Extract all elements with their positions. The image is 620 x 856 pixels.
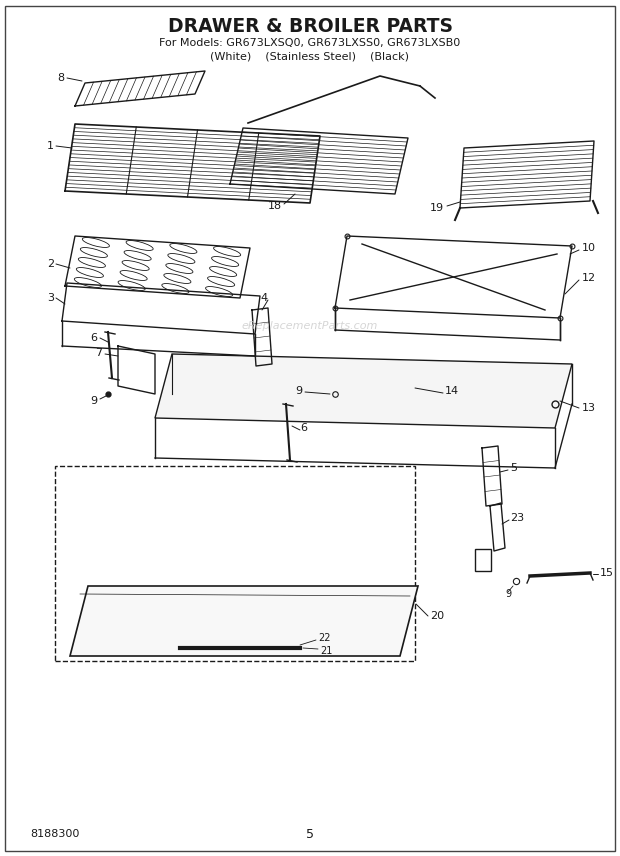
Text: 19: 19 xyxy=(430,203,444,213)
Text: 2: 2 xyxy=(47,259,54,269)
Text: 8: 8 xyxy=(57,73,64,83)
Text: 9: 9 xyxy=(295,386,302,396)
Text: 1: 1 xyxy=(47,141,54,151)
Bar xyxy=(475,549,491,571)
Polygon shape xyxy=(155,354,572,428)
Polygon shape xyxy=(70,586,418,656)
Text: 7: 7 xyxy=(95,348,102,358)
Text: 9: 9 xyxy=(505,589,511,599)
Text: 12: 12 xyxy=(582,273,596,283)
Text: 15: 15 xyxy=(600,568,614,578)
Text: 18: 18 xyxy=(268,201,282,211)
Text: 3: 3 xyxy=(47,293,54,303)
Text: (White)    (Stainless Steel)    (Black): (White) (Stainless Steel) (Black) xyxy=(211,51,409,61)
Text: 4: 4 xyxy=(260,293,267,303)
Text: 22: 22 xyxy=(318,633,330,643)
Text: For Models: GR673LXSQ0, GR673LXSS0, GR673LXSB0: For Models: GR673LXSQ0, GR673LXSS0, GR67… xyxy=(159,38,461,48)
Text: 23: 23 xyxy=(510,513,524,523)
Text: DRAWER & BROILER PARTS: DRAWER & BROILER PARTS xyxy=(167,16,453,35)
Text: 21: 21 xyxy=(320,646,332,656)
Text: 6: 6 xyxy=(300,423,307,433)
Text: 9: 9 xyxy=(90,396,97,406)
Text: 5: 5 xyxy=(510,463,517,473)
Text: 8188300: 8188300 xyxy=(30,829,79,839)
Text: 10: 10 xyxy=(582,243,596,253)
Text: 6: 6 xyxy=(90,333,97,343)
Text: 13: 13 xyxy=(582,403,596,413)
Text: 5: 5 xyxy=(306,828,314,841)
Text: eReplacementParts.com: eReplacementParts.com xyxy=(242,321,378,331)
Bar xyxy=(55,466,415,661)
Text: 14: 14 xyxy=(445,386,459,396)
Text: 20: 20 xyxy=(430,611,444,621)
